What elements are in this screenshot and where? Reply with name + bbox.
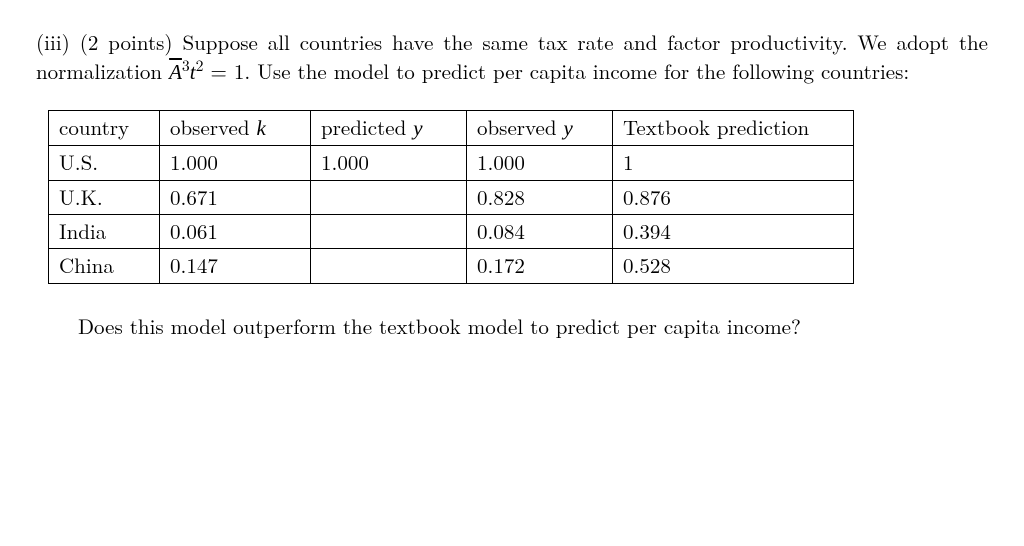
normalization-expression: A3t2 = 1. — [169, 56, 250, 86]
cell-predy — [311, 214, 467, 248]
cell-obsk: 0.671 — [160, 180, 311, 214]
cell-country: U.S. — [49, 146, 160, 180]
points-label: (2 points) — [80, 27, 173, 57]
table-row: U.K. 0.671 0.828 0.876 — [49, 180, 854, 214]
cell-obsy: 0.084 — [467, 214, 613, 248]
cell-textbook: 0.876 — [613, 180, 854, 214]
table-row: India 0.061 0.084 0.394 — [49, 214, 854, 248]
cell-textbook: 1 — [613, 146, 854, 180]
table-body: U.S. 1.000 1.000 1.000 1 U.K. 0.671 0.82… — [49, 146, 854, 284]
col-header-observed-k: observed k — [160, 110, 311, 145]
cell-obsk: 0.147 — [160, 249, 311, 283]
cell-obsk: 0.061 — [160, 214, 311, 248]
cell-obsy: 0.828 — [467, 180, 613, 214]
cell-obsy: 1.000 — [467, 146, 613, 180]
cell-textbook: 0.528 — [613, 249, 854, 283]
cell-predy: 1.000 — [311, 146, 467, 180]
table-row: U.S. 1.000 1.000 1.000 1 — [49, 146, 854, 180]
cell-country: China — [49, 249, 160, 283]
country-data-table: country observed k predicted y observed … — [48, 110, 854, 284]
cell-obsk: 1.000 — [160, 146, 311, 180]
col-header-country: country — [49, 110, 160, 145]
problem-text-2: Use the model to predict per capita inco… — [257, 56, 909, 86]
cell-predy — [311, 180, 467, 214]
cell-textbook: 0.394 — [613, 214, 854, 248]
col-header-predicted-y: predicted y — [311, 110, 467, 145]
item-label: (iii) — [36, 27, 70, 57]
footer-question: Does this model outperform the textbook … — [36, 312, 988, 341]
cell-country: India — [49, 214, 160, 248]
col-header-textbook: Textbook prediction — [613, 110, 854, 145]
col-header-observed-y: observed y — [467, 110, 613, 145]
cell-obsy: 0.172 — [467, 249, 613, 283]
table-header-row: country observed k predicted y observed … — [49, 110, 854, 145]
problem-statement: (iii) (2 points) Suppose all countries h… — [36, 28, 988, 88]
cell-country: U.K. — [49, 180, 160, 214]
cell-predy — [311, 249, 467, 283]
table-row: China 0.147 0.172 0.528 — [49, 249, 854, 283]
